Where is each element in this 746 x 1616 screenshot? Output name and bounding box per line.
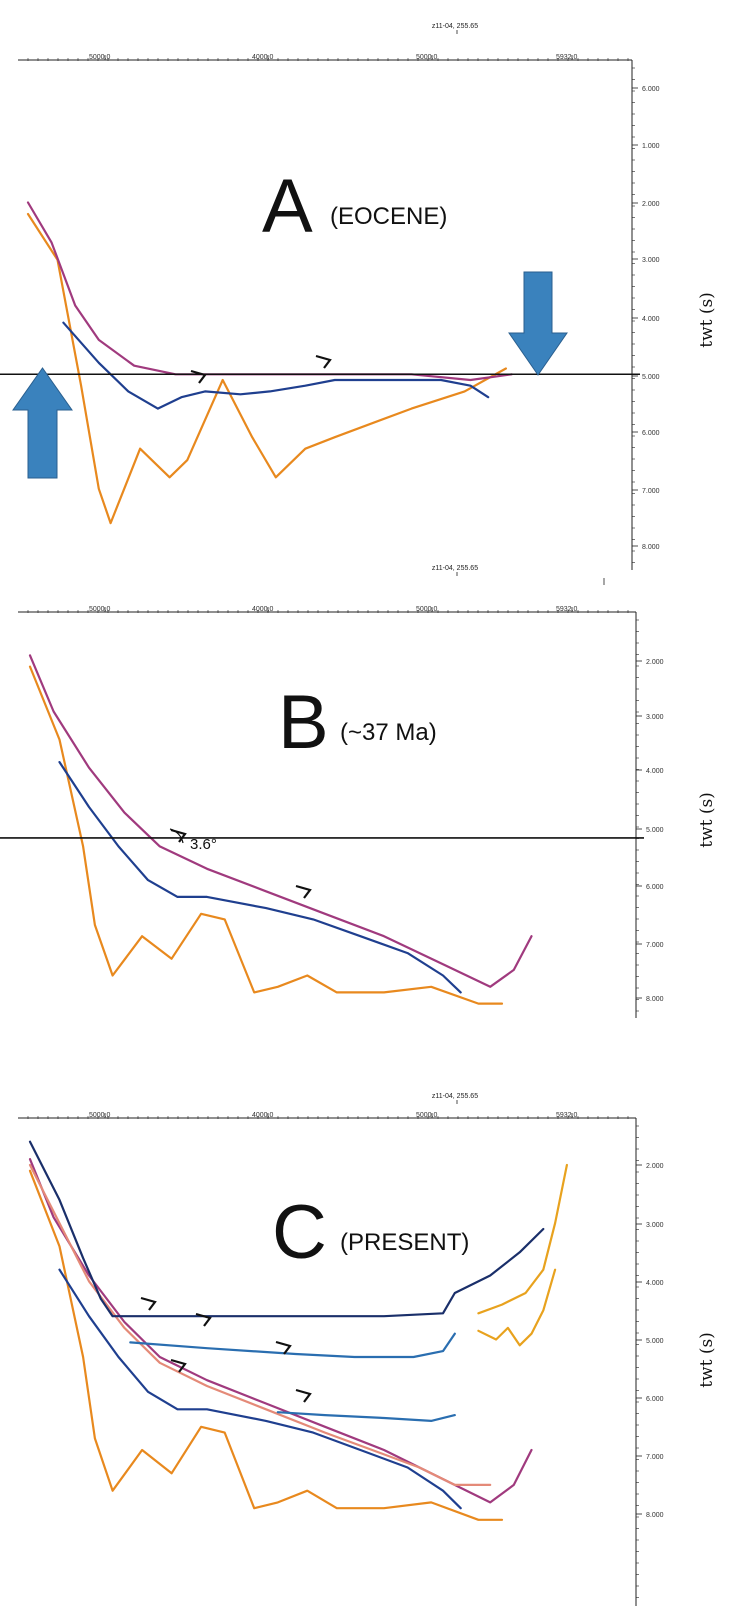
panel-c-onlap-arrow-icon [170, 1358, 187, 1373]
panel-c-series-steel_blue-line [129, 1332, 456, 1359]
panel-c-y-axis-title: twt (s) [697, 1332, 717, 1388]
panel-c-series-purple-line [28, 1158, 533, 1504]
panel-c-y-tick-label: 4.000 [646, 1280, 664, 1287]
panel-b-series-orange-line [28, 665, 504, 1005]
panel-c-series-navy-line [58, 1268, 462, 1510]
panel-a-onlap-arrow-icon [190, 369, 207, 384]
panel-c-y-tick-label: 8.000 [646, 1512, 664, 1519]
panel-a-series-navy-line [62, 321, 490, 410]
panel-a-y-tick-label: 2.000 [642, 201, 660, 208]
series-layer [26, 201, 569, 1521]
panel-a-y-tick-label: 3.000 [642, 257, 660, 264]
panel-a-y-tick-label: 5.000 [642, 374, 660, 381]
panel-b-angle-arc [169, 828, 184, 844]
panel-a-y-tick-label: 4.000 [642, 316, 660, 323]
panel-a-x-tick-label: 5932.0 [556, 54, 578, 61]
panel-c-y-tick-label: 7.000 [646, 1454, 664, 1461]
panel-b-y-tick-label: 7.000 [646, 942, 664, 949]
panel-b-y-tick-label: 5.000 [646, 827, 664, 834]
panel-c-series-orange-line [28, 1169, 504, 1521]
panel-c-series-dark_navy-line [28, 1140, 545, 1318]
annotation-layer: A (EOCENE) B (~37 Ma) C (PRESENT) 3.6° [0, 164, 644, 1403]
panel-a-x-tick-label: 5000.0 [416, 54, 438, 61]
panel-c-series-steel_blue-line [276, 1411, 456, 1423]
panel-c-y-tick-label: 5.000 [646, 1338, 664, 1345]
panel-a-x-tick-label: 5000.0 [89, 54, 111, 61]
panel-a-up-arrow-icon [12, 367, 73, 479]
panel-a-y-tick-label: 6.000 [642, 86, 660, 93]
panel-b-section-label: z11-04, 255.65 [432, 565, 478, 572]
panel-b-x-tick-label: 4000.0 [252, 606, 274, 613]
panel-b-y-axis-title: twt (s) [697, 792, 717, 848]
panel-c-onlap-arrow-icon [295, 1388, 312, 1403]
panel-a-y-tick-label: 1.000 [642, 143, 660, 150]
panel-c-onlap-arrow-icon [195, 1312, 212, 1327]
panel-a-subtitle: (EOCENE) [330, 203, 447, 230]
panel-c-title: C [272, 1190, 327, 1275]
panel-c-onlap-arrow-icon [275, 1340, 292, 1355]
panel-a-y-tick-label: 6.000 [642, 430, 660, 437]
panel-c-onlap-arrow-icon [140, 1296, 157, 1311]
panel-c-y-tick-label: 2.000 [646, 1163, 664, 1170]
panel-c-x-tick-label: 4000.0 [252, 1112, 274, 1119]
panel-c-x-tick-label: 5000.0 [89, 1112, 111, 1119]
panel-c-y-tick-label: 6.000 [646, 1396, 664, 1403]
panel-a-y-axis-title: twt (s) [697, 292, 717, 348]
panel-a-y-tick-label: 7.000 [642, 488, 660, 495]
panel-b-x-tick-label: 5932.0 [556, 606, 578, 613]
panel-b-y-tick-label: 2.000 [646, 659, 664, 666]
panel-a-title: A [262, 164, 313, 249]
panel-c-series-gold-line [477, 1268, 557, 1347]
panel-a-down-arrow-icon [508, 271, 568, 376]
panel-b-onlap-arrow-icon [295, 884, 312, 899]
panel-a-x-tick-label: 4000.0 [252, 54, 274, 61]
panel-a-onlap-arrow-icon [315, 354, 332, 369]
panel-b-y-tick-label: 3.000 [646, 714, 664, 721]
panel-c-x-tick-label: 5000.0 [416, 1112, 438, 1119]
panel-c-section-label: z11-04, 255.65 [432, 1093, 478, 1100]
panel-c-series-pink-line [28, 1163, 492, 1487]
panel-b-x-tick-label: 5000.0 [89, 606, 111, 613]
panel-a-section-label: z11-04, 255.65 [432, 23, 478, 30]
panel-c-series-gold-line [477, 1163, 569, 1315]
panel-b-subtitle: (~37 Ma) [340, 719, 437, 746]
panel-b-y-tick-label: 4.000 [646, 768, 664, 775]
panel-c-y-tick-label: 3.000 [646, 1222, 664, 1229]
panel-c-subtitle: (PRESENT) [340, 1229, 469, 1256]
panel-b-series-navy-line [58, 760, 462, 994]
panel-b-onlap-arrow-icon [170, 828, 187, 843]
panel-b-title: B [278, 680, 329, 765]
panel-b-y-tick-label: 8.000 [646, 996, 664, 1003]
panel-b-y-tick-label: 6.000 [646, 884, 664, 891]
panel-b-angle-label: 3.6° [190, 836, 217, 853]
axes-layer: z11-04, 255.65 5000.0 4000.0 5000.0 5932.0 6.… [18, 23, 717, 1606]
panel-a-y-tick-label: 8.000 [642, 544, 660, 551]
panel-b-series-purple-line [28, 654, 533, 988]
panel-c-x-tick-label: 5932.0 [556, 1112, 578, 1119]
panel-a-series-orange-line [26, 212, 507, 525]
panel-b-x-tick-label: 5000.0 [416, 606, 438, 613]
